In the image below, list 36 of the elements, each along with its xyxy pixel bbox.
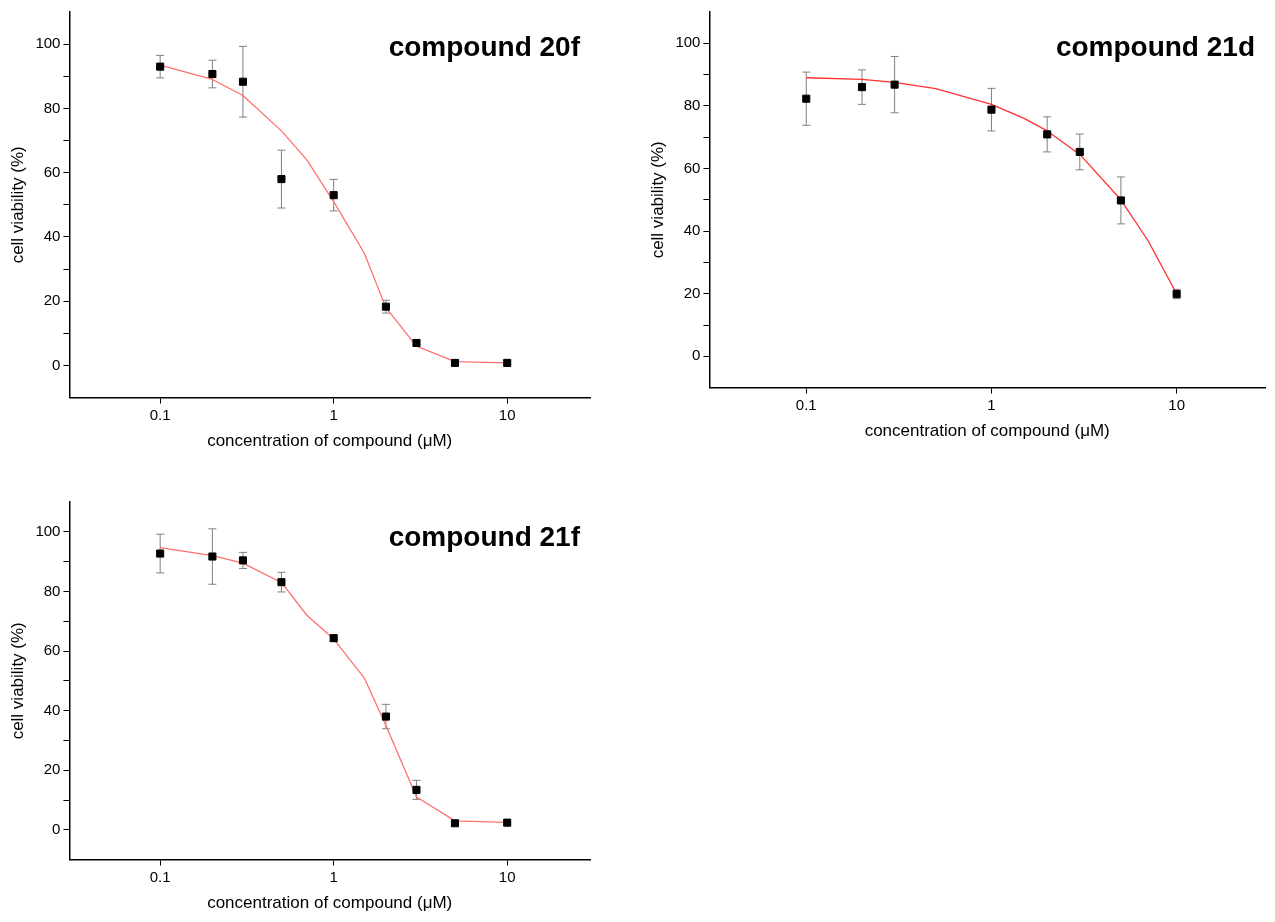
y-tick-label: 0 bbox=[692, 346, 701, 364]
y-tick-label: 20 bbox=[43, 760, 61, 778]
y-axis-title: cell viability (%) bbox=[7, 146, 27, 264]
x-axis-title: concentration of compound (μM) bbox=[207, 431, 453, 451]
y-tick-label: 0 bbox=[52, 355, 61, 373]
y-tick-label: 100 bbox=[35, 521, 61, 539]
y-tick-label: 100 bbox=[35, 34, 61, 52]
x-axis-title: concentration of compound (μM) bbox=[864, 421, 1110, 441]
text: compound 21f bbox=[388, 520, 581, 552]
y-tick-label: 60 bbox=[43, 641, 61, 659]
text: compound 21d bbox=[1055, 30, 1255, 62]
x-tick-label: 1 bbox=[329, 867, 338, 885]
text: compound 20f bbox=[388, 30, 581, 62]
y-tick-label: 80 bbox=[683, 96, 701, 114]
x-axis-title: concentration of compound (μM) bbox=[207, 893, 453, 913]
x-tick-label: 10 bbox=[498, 867, 516, 885]
y-tick-label: 40 bbox=[683, 221, 701, 239]
y-tick-label: 100 bbox=[675, 33, 701, 51]
x-tick-label: 10 bbox=[498, 405, 516, 423]
y-axis-title: cell viability (%) bbox=[647, 141, 667, 259]
x-tick-label: 0.1 bbox=[149, 867, 171, 885]
y-tick-label: 40 bbox=[43, 227, 61, 245]
y-tick-label: 80 bbox=[43, 581, 61, 599]
y-tick-label: 40 bbox=[43, 700, 61, 718]
y-tick-label: 80 bbox=[43, 98, 61, 116]
x-tick-label: 1 bbox=[987, 395, 996, 413]
x-tick-label: 0.1 bbox=[795, 395, 817, 413]
x-tick-label: 0.1 bbox=[149, 405, 171, 423]
y-tick-label: 20 bbox=[43, 291, 61, 309]
x-tick-label: 10 bbox=[1168, 395, 1185, 413]
y-tick-label: 0 bbox=[52, 819, 61, 837]
y-axis-title: cell viability (%) bbox=[7, 622, 27, 740]
y-tick-label: 60 bbox=[43, 162, 61, 180]
x-tick-label: 1 bbox=[329, 405, 338, 423]
y-tick-label: 20 bbox=[683, 283, 701, 301]
y-tick-label: 60 bbox=[683, 158, 701, 176]
